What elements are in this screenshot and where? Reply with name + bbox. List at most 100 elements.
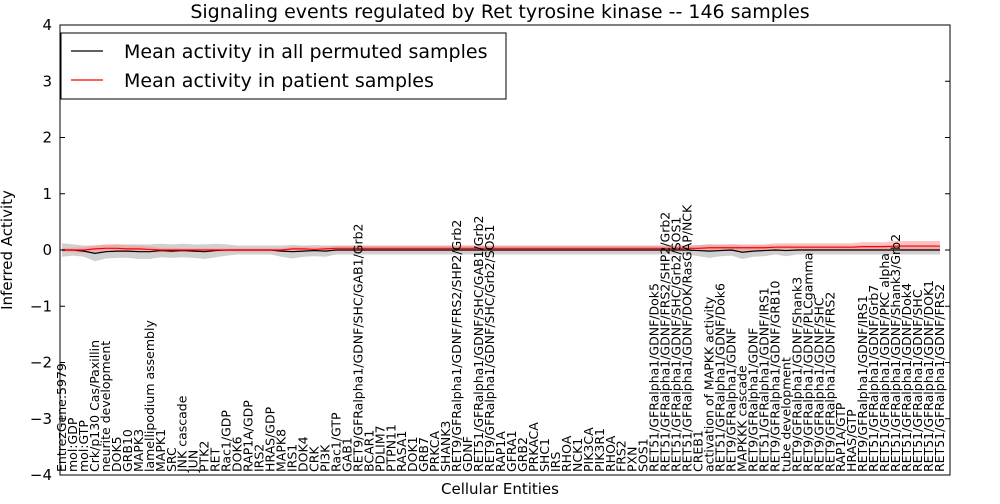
- x-tick-label: PXN: [625, 447, 640, 472]
- x-tick-label: RHOA: [559, 435, 574, 472]
- legend-box: [60, 32, 507, 100]
- x-tick-label: RET51/GFRalpha1/GDNF/DOK/RasGAP/NCK: [680, 204, 695, 472]
- x-tick-label: EntrezGene:5979: [54, 363, 69, 472]
- x-tick-label: RET51/GFRalpha1/GDNF/Grb7: [866, 285, 881, 472]
- legend: Mean activity in all permuted samples Me…: [60, 32, 507, 100]
- x-tick-label: DOK6: [230, 436, 245, 472]
- x-tick-label: RET51/GFRalpha1/GDNF/IRS1: [756, 287, 771, 472]
- x-tick-label: RET: [208, 447, 223, 472]
- x-tick-label: PRKCA: [427, 431, 442, 472]
- x-tick-label: RET51/GFRalpha1/GDNF/Dok5: [647, 283, 662, 472]
- x-tick-label: RET51/GFRalpha1/GDNF/SHC/GAB1/Grb2: [471, 216, 486, 472]
- x-tick-label: RHOA: [603, 435, 618, 472]
- x-tick-label: mol:GDP: [65, 417, 80, 472]
- x-tick-label: DOK1: [405, 436, 420, 472]
- x-tick-label: RET9/GFRalpha1/GDNF/IRS1: [855, 295, 870, 472]
- x-tick-label: PTK2: [197, 441, 212, 472]
- x-tick-label: activation of MAPKK activity: [702, 296, 717, 472]
- x-tick-label: RET51/GFRalpha1/GDNF/Dok4: [899, 283, 914, 472]
- x-tick-label: RET51/GFRalpha1/GDNF/FRS2/SHP2/Grb2: [658, 212, 673, 472]
- x-tick-label: JNK cascade: [175, 395, 190, 473]
- x-tick-label: RET51/GFRalpha1/GDNF/Dok6: [713, 283, 728, 472]
- x-tick-label: lamellipodium assembly: [142, 320, 157, 472]
- x-tick-label: HRAS/GDP: [263, 406, 278, 472]
- x-tick-label: PIK3CA: [581, 427, 596, 472]
- x-tick-label: Crk/p130 Cas/Paxillin: [87, 340, 102, 472]
- x-tick-label: PI3K: [317, 444, 332, 472]
- legend-label-patient: Mean activity in patient samples: [124, 70, 434, 92]
- x-tick-label: RAP1A: [493, 431, 508, 472]
- x-tick-label: RET51/GFRalpha1/GDNF/Shank3/Grb2: [888, 234, 903, 472]
- x-tick-label: IRS: [548, 452, 563, 472]
- x-tick-label: MAPK1: [153, 429, 168, 472]
- y-tick-label: −4: [30, 466, 52, 484]
- x-tick-label: RAP1A/GTP: [833, 402, 848, 472]
- x-tick-label: mol:GTP: [76, 420, 91, 472]
- x-tick-label: GRB10: [120, 429, 135, 472]
- x-tick-label: SOS1: [636, 438, 651, 472]
- series-line-patient: [62, 245, 940, 251]
- x-tick-label: RET9/GFRalpha1/GDNF/GRB10: [767, 281, 782, 472]
- x-tick-label: SHANK3: [438, 421, 453, 472]
- chart-title: Signaling events regulated by Ret tyrosi…: [190, 1, 809, 23]
- x-tick-label: PRKACA: [526, 422, 541, 472]
- x-tick-label: Rac1/GTP: [328, 412, 343, 472]
- x-tick-label: GRB7: [416, 437, 431, 472]
- x-tick-label: MAPK8: [274, 429, 289, 472]
- x-tick-label: PDLIM7: [372, 425, 387, 472]
- x-tick-label: IRS2: [252, 444, 267, 472]
- x-tick-label: RET51/GFRalpha1/GDNF/SHC/Grb2/SOS1: [669, 217, 684, 472]
- x-tick-label: NCK1: [570, 438, 585, 472]
- x-tick-label: RAP1A/GDP: [241, 400, 256, 472]
- series-lines: [62, 245, 940, 254]
- x-tick-label: GFRA1: [504, 430, 519, 472]
- x-tick-label: tube development: [778, 357, 793, 472]
- y-tick-label: 1: [42, 185, 52, 203]
- x-tick-label: DOK5: [109, 436, 124, 472]
- x-tick-label: PIK3R1: [592, 428, 607, 472]
- x-tick-label: RET9/GFRalpha1/GDNF: [745, 328, 760, 472]
- x-tick-label: RET9/GFRalpha1/GDNF: [723, 328, 738, 472]
- y-tick-label: 4: [42, 16, 52, 34]
- x-tick-label: Rac1/GDP: [219, 410, 234, 472]
- x-tick-label: RET51/GFRalpha1/GDNF/SHC: [910, 289, 925, 472]
- y-tick-label: 2: [42, 129, 52, 147]
- x-tick-label: RET51/GFRalpha1/GDNF/DOK1: [921, 280, 936, 472]
- x-tick-label: MAPKKK cascade: [734, 365, 749, 472]
- x-tick-label: CRK: [306, 446, 321, 472]
- x-tick-label: SRC: [164, 447, 179, 472]
- x-tick-label: IRS1: [284, 444, 299, 472]
- y-tick-label: −1: [30, 297, 52, 315]
- x-tick-label: RET9/GFRalpha1/GDNF/SHC/GAB1/Grb2: [350, 223, 365, 472]
- x-tick-label: JUN: [186, 450, 201, 473]
- x-tick-label: RET51/GFRalpha1/GDNF/FRS2: [932, 284, 947, 472]
- x-tick-label: GRB2: [515, 437, 530, 472]
- y-axis-label: Inferred Activity: [0, 190, 16, 310]
- x-tick-label: RET51/GFRalpha1/GDNF/PKC alpha: [877, 253, 892, 472]
- x-tick-label: RET9/GFRalpha1/GDNF/Shank3: [789, 277, 804, 472]
- x-tick-label: GAB1: [339, 437, 354, 472]
- y-tick-label: −2: [30, 354, 52, 372]
- x-tick-label: FRS2: [614, 440, 629, 472]
- x-tick-label: DOK4: [295, 436, 310, 472]
- x-tick-label: neurite development: [98, 341, 113, 472]
- x-tick-label: RET9/GFRalpha1/GDNF/SHC: [811, 297, 826, 472]
- x-tick-label: SHC1: [537, 438, 552, 472]
- y-tick-label: 3: [42, 72, 52, 90]
- legend-label-permuted: Mean activity in all permuted samples: [124, 41, 487, 63]
- plot-frame: [59, 24, 951, 476]
- series-line-permuted: [62, 249, 940, 254]
- x-tick-label: HRAS/GTP: [844, 409, 859, 472]
- x-tick-label: MAPK3: [131, 429, 146, 472]
- x-tick-label: RASA1: [394, 431, 409, 472]
- y-tick-label: 0: [42, 241, 52, 259]
- x-tick-label: GDNF: [460, 436, 475, 472]
- x-tick-label: RET9/GFRalpha1/GDNF/SHC/Grb2/SOS1: [482, 225, 497, 472]
- x-tick-label: RET9/GFRalpha1/GDNF/FRS2: [822, 292, 837, 472]
- y-tick-label: −3: [30, 410, 52, 428]
- x-tick-label: RET9/GFRalpha1/GDNF/PLCgamma: [800, 253, 815, 472]
- x-tick-label: BCAR1: [361, 430, 376, 472]
- x-axis-label: Cellular Entities: [441, 480, 559, 498]
